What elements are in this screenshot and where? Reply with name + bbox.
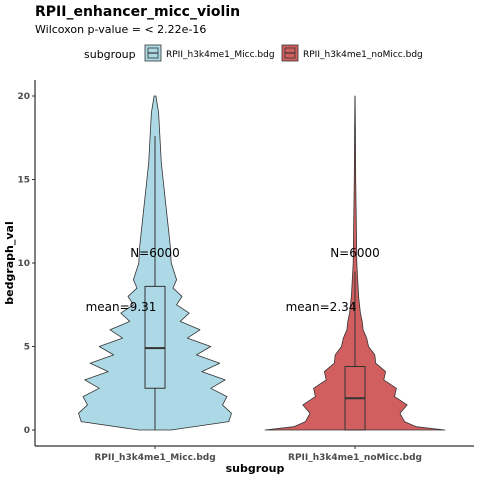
x-tick-label: RPII_h3k4me1_Micc.bdg bbox=[94, 453, 215, 463]
x-axis-title: subgroup bbox=[226, 462, 285, 475]
box-1 bbox=[144, 285, 166, 389]
y-axis-title: bedgraph_val bbox=[3, 221, 16, 305]
x-tick-label: RPII_h3k4me1_noMicc.bdg bbox=[288, 453, 422, 463]
n-annotation: N=6000 bbox=[130, 246, 180, 260]
plot-area: 0 5 10 15 20 RPII_h3k4me1_Micc.bdg RPII_h3k4me… bbox=[17, 80, 474, 463]
y-tick-label: 20 bbox=[17, 92, 30, 102]
y-tick-label: 0 bbox=[24, 426, 30, 436]
legend-label-1: RPII_h3k4me1_Micc.bdg bbox=[166, 50, 275, 60]
chart-title: RPII_enhancer_micc_violin bbox=[35, 4, 240, 20]
legend-key-2 bbox=[281, 44, 299, 62]
n-annotation: N=6000 bbox=[330, 246, 380, 260]
mean-annotation: mean=2.34 bbox=[286, 300, 357, 314]
y-tick-label: 15 bbox=[17, 176, 30, 186]
violin-2 bbox=[264, 95, 446, 431]
legend: subgroup RPII_h3k4me1_Micc.bdg RPII_h3k4m… bbox=[84, 44, 423, 62]
legend-key-1 bbox=[144, 44, 162, 62]
legend-label-2: RPII_h3k4me1_noMicc.bdg bbox=[303, 50, 423, 60]
legend-title: subgroup bbox=[84, 48, 136, 61]
y-tick-label: 5 bbox=[24, 343, 30, 353]
chart-subtitle: Wilcoxon p-value = < 2.22e-16 bbox=[35, 23, 206, 36]
y-tick-label: 10 bbox=[17, 259, 30, 269]
mean-annotation: mean=9.31 bbox=[86, 300, 157, 314]
